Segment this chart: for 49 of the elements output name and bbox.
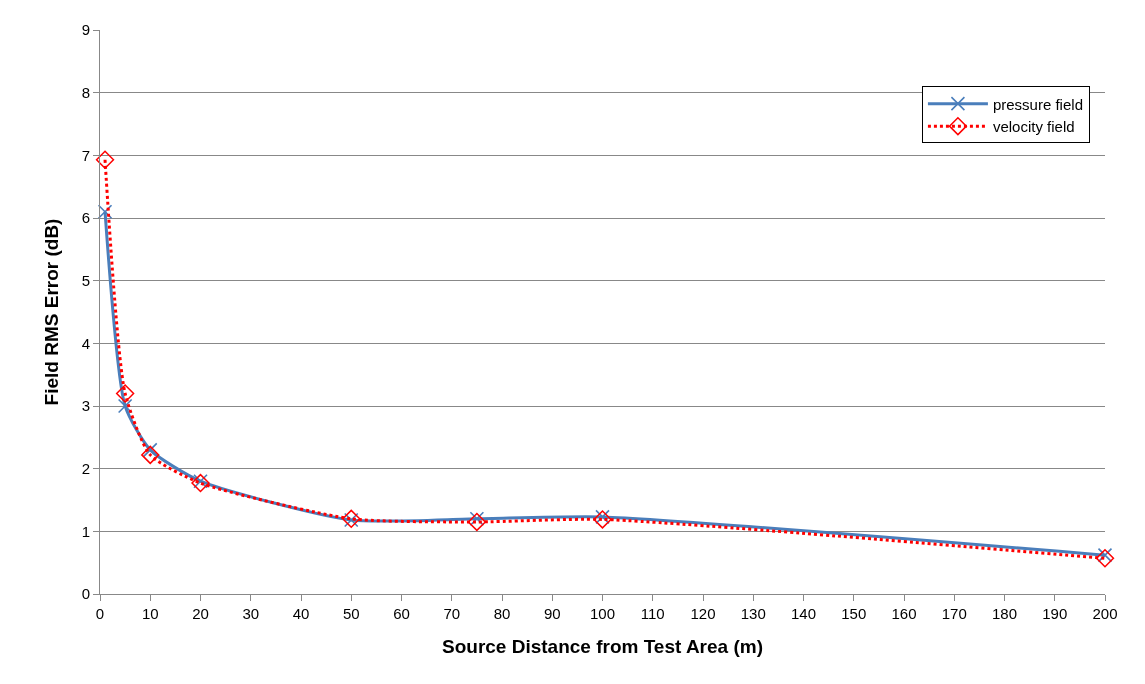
point bbox=[142, 442, 158, 458]
y-tick-label: 4 bbox=[81, 334, 90, 352]
point bbox=[191, 473, 210, 493]
x-tick-label: 80 bbox=[493, 605, 511, 622]
x-tick-label: 100 bbox=[589, 605, 616, 622]
x-tick-label: 30 bbox=[242, 605, 260, 622]
y-tick-label: 0 bbox=[81, 585, 90, 603]
x-tick-label: 120 bbox=[690, 605, 716, 622]
point bbox=[141, 445, 160, 465]
y-axis-title: Field RMS Error (dB) bbox=[40, 218, 62, 406]
x-tick-label: 160 bbox=[891, 605, 917, 622]
y-tick-label: 3 bbox=[81, 397, 90, 415]
point bbox=[193, 473, 208, 489]
point bbox=[595, 509, 610, 525]
legend-label: pressure field bbox=[992, 95, 1083, 113]
x-tick-label: 10 bbox=[141, 605, 159, 622]
y-tick-label: 8 bbox=[81, 83, 90, 101]
x-tick-label: 110 bbox=[640, 605, 665, 622]
x-tick-label: 40 bbox=[292, 605, 310, 622]
x-tick-label: 70 bbox=[443, 605, 461, 622]
x-tick-label: 170 bbox=[941, 605, 967, 622]
y-tick-label: 1 bbox=[81, 522, 90, 540]
y-tick-label: 6 bbox=[81, 209, 90, 227]
legend-label: velocity field bbox=[992, 118, 1075, 135]
point bbox=[97, 204, 113, 220]
x-tick-label: 0 bbox=[95, 605, 105, 622]
x-tick-label: 140 bbox=[790, 605, 817, 622]
point bbox=[469, 511, 485, 527]
x-tick-label: 90 bbox=[543, 605, 561, 622]
x-axis-title: Source Distance from Test Area (m) bbox=[442, 635, 763, 657]
y-tick-label: 2 bbox=[81, 459, 90, 477]
point bbox=[1095, 549, 1115, 568]
x-tick-label: 130 bbox=[740, 605, 766, 622]
point bbox=[95, 150, 115, 169]
x-tick-label: 150 bbox=[841, 605, 867, 622]
y-tick-label: 9 bbox=[81, 21, 90, 39]
point bbox=[117, 398, 133, 414]
point bbox=[467, 512, 487, 532]
point bbox=[1097, 547, 1113, 563]
point bbox=[593, 510, 612, 529]
x-tick-label: 180 bbox=[991, 605, 1018, 622]
x-tick-label: 20 bbox=[192, 605, 209, 622]
y-tick-label: 5 bbox=[81, 271, 90, 289]
y-tick-label: 7 bbox=[81, 146, 90, 164]
point bbox=[115, 384, 135, 403]
x-tick-label: 50 bbox=[342, 605, 360, 622]
x-tick-label: 60 bbox=[393, 605, 410, 622]
x-tick-label: 200 bbox=[1092, 605, 1118, 622]
x-tick-label: 190 bbox=[1042, 605, 1068, 622]
